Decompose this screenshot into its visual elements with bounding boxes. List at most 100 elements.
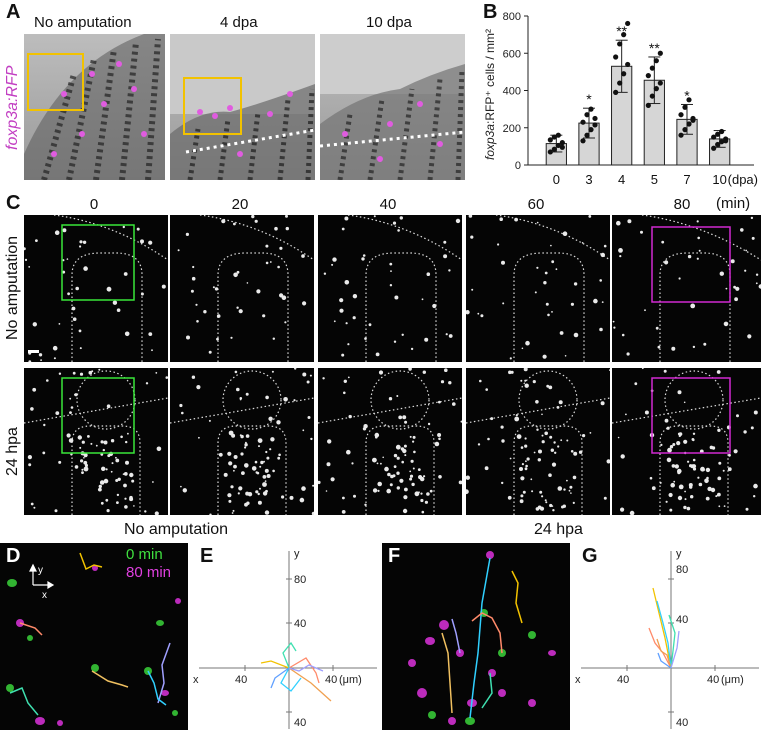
panel-a-title-1: No amputation (34, 14, 132, 31)
fin-rays-graphic (320, 34, 465, 180)
data-point-5 (649, 93, 655, 99)
significance-5: ** (649, 40, 660, 56)
data-point-4 (613, 89, 619, 95)
time-label-80: 80 (673, 196, 691, 213)
y-tick-label: 400 (503, 86, 521, 98)
y-tick-label: 0 (515, 160, 521, 172)
track-plot-no-amputation: y 80 40 x 40 40 40 (μm) (193, 548, 377, 729)
time-label-40: 40 (379, 196, 397, 213)
panel-letter-a: A (6, 1, 21, 23)
frame-cells-graphic (466, 368, 610, 515)
fin-image-no-amputation (24, 34, 165, 180)
plot-g-tick-y40b: 40 (676, 717, 688, 729)
fin-image-10dpa (320, 34, 465, 180)
chart-ylabel: foxp3a:RFP⁺ cells / mm² (483, 29, 497, 160)
plot-g-tick-x40r: 40 (707, 674, 719, 686)
plot-g-tick-40: 40 (676, 614, 688, 626)
fin-rays-graphic (24, 34, 165, 180)
data-point-3 (584, 132, 590, 138)
axis-x-letter: x (42, 590, 47, 601)
data-point-7 (682, 104, 688, 110)
plot-g-tick-80: 80 (676, 564, 688, 576)
timelapse-frame-no-amputation-40 (318, 215, 462, 362)
data-point-0 (547, 149, 553, 155)
significance-3: * (586, 91, 592, 107)
time-label-20: 20 (231, 196, 249, 213)
data-point-5 (653, 58, 659, 64)
significance-4: ** (616, 23, 627, 39)
data-point-4 (621, 71, 627, 77)
fin-rays-graphic (170, 34, 315, 180)
data-point-3 (580, 119, 586, 125)
data-point-10 (711, 134, 717, 140)
data-point-3 (592, 122, 598, 128)
data-point-0 (547, 137, 553, 143)
x-tick-label-7: 7 (683, 172, 690, 187)
timelapse-frame-no-amputation-20 (170, 215, 314, 362)
panel-letter-b: B (483, 1, 498, 23)
panel-a-title-3: 10 dpa (366, 14, 412, 31)
plot-g-tick-x40l: 40 (617, 674, 629, 686)
data-point-7 (686, 121, 692, 127)
plot-e-tick-x40l: 40 (235, 674, 247, 686)
data-point-5 (645, 102, 651, 108)
data-point-10 (723, 138, 729, 144)
time-label-60: 60 (527, 196, 545, 213)
frame-cells-graphic (177, 215, 314, 362)
frame-cells-graphic (466, 215, 610, 362)
y-tick-label: 600 (503, 48, 521, 60)
x-tick-label-10: 10 (712, 172, 726, 187)
frame-cells-graphic (24, 215, 168, 362)
row-label-no-amputation: No amputation (4, 235, 21, 340)
data-point-0 (555, 132, 561, 138)
plot-g-x: x (575, 674, 581, 686)
y-tick-label: 200 (503, 123, 521, 135)
panel-letter-d: D (6, 545, 21, 567)
panel-a-ylabel: foxp3a:RFP (4, 65, 21, 150)
row-label-24hpa: 24 hpa (4, 427, 21, 476)
plot-e-x: x (193, 674, 199, 686)
timelapse-frame-24hpa-80 (612, 368, 761, 515)
fin-image-4dpa (170, 34, 315, 180)
time-label-0: 0 (89, 196, 99, 213)
data-point-4 (613, 54, 619, 60)
frame-cells-graphic (612, 368, 761, 515)
legend-0-min: 0 min (126, 546, 163, 563)
timelapse-frame-24hpa-0 (24, 368, 168, 515)
data-point-7 (682, 127, 688, 133)
frame-cells-graphic (323, 215, 462, 362)
plot-e-tick-x40r: 40 (325, 674, 337, 686)
x-tick-label-4: 4 (618, 172, 625, 187)
data-point-7 (690, 117, 696, 123)
data-point-10 (711, 145, 717, 151)
timelapse-frame-no-amputation-0 (24, 215, 168, 362)
data-point-7 (686, 97, 692, 103)
timelapse-frame-24hpa-40 (318, 368, 462, 515)
timelapse-frame-no-amputation-80 (612, 215, 761, 362)
panel-d-title: No amputation (124, 521, 229, 538)
track-overlay (408, 551, 556, 725)
data-point-3 (584, 112, 590, 118)
data-point-4 (617, 80, 623, 86)
timelapse-frame-no-amputation-60 (466, 215, 610, 362)
data-point-5 (653, 86, 659, 92)
data-point-0 (551, 146, 557, 152)
data-point-4 (621, 32, 627, 38)
plot-e-tick-40: 40 (294, 618, 306, 630)
data-point-0 (559, 140, 565, 146)
track-image-no-amputation: 0 min 80 min y x (0, 543, 188, 730)
track-image-24hpa (382, 543, 570, 730)
plot-e-tick-y40b: 40 (294, 717, 306, 729)
frame-cells-graphic (170, 368, 314, 515)
data-point-3 (592, 115, 598, 122)
frame-cells-graphic (24, 368, 168, 515)
plot-e-tick-80: 80 (294, 574, 306, 586)
data-point-5 (657, 80, 663, 86)
data-point-0 (559, 144, 565, 150)
x-tick-label-0: 0 (553, 172, 560, 187)
data-point-10 (715, 141, 721, 148)
data-point-0 (555, 142, 561, 149)
data-point-0 (551, 134, 557, 140)
frame-cells-graphic (318, 368, 462, 515)
panel-letter-c: C (6, 192, 21, 214)
